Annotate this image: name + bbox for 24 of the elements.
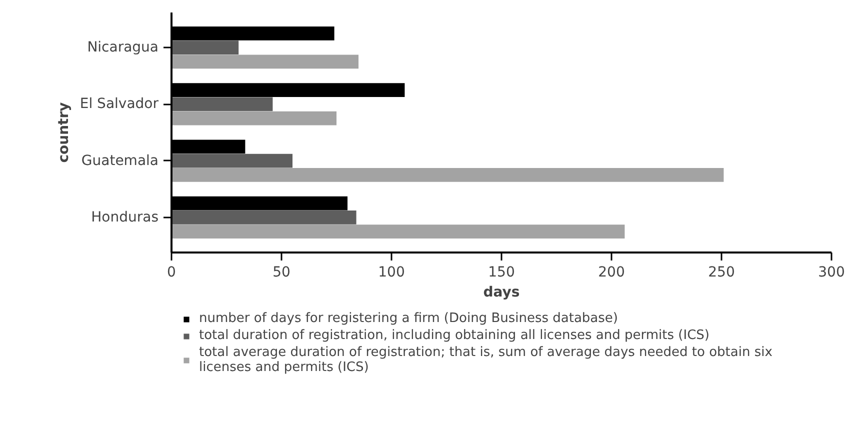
x-tick-label: 100 — [378, 264, 405, 280]
y-tick-label: Guatemala — [81, 152, 159, 169]
legend-label: number of days for registering a firm (Doing Business database) — [199, 311, 618, 326]
bar — [172, 111, 336, 126]
bar — [172, 224, 625, 238]
bar — [172, 40, 239, 55]
bar — [172, 168, 724, 182]
x-tick-label: 0 — [167, 264, 176, 280]
x-axis-title: days — [483, 284, 520, 300]
x-tick-label: 200 — [598, 264, 625, 280]
x-tick-label: 250 — [708, 264, 735, 280]
bar — [172, 54, 358, 69]
bar — [172, 154, 292, 168]
x-tick-label: 300 — [818, 264, 845, 280]
bar — [172, 210, 356, 224]
legend-label: total average duration of registration; that is, sum of average days needed to obtain six licenses and permits (ICS) — [199, 345, 772, 375]
y-tick-label: El Salvador — [80, 96, 159, 112]
y-tick-label: Nicaragua — [87, 40, 158, 56]
x-tick-label: 50 — [272, 264, 290, 280]
y-tick-label: Honduras — [91, 209, 159, 226]
x-tick-label: 150 — [488, 264, 515, 280]
legend-label: total duration of registration, including obtaining all licenses and permits (ICS) — [199, 328, 710, 343]
y-axis-title: country — [56, 102, 72, 163]
bar — [172, 97, 273, 112]
